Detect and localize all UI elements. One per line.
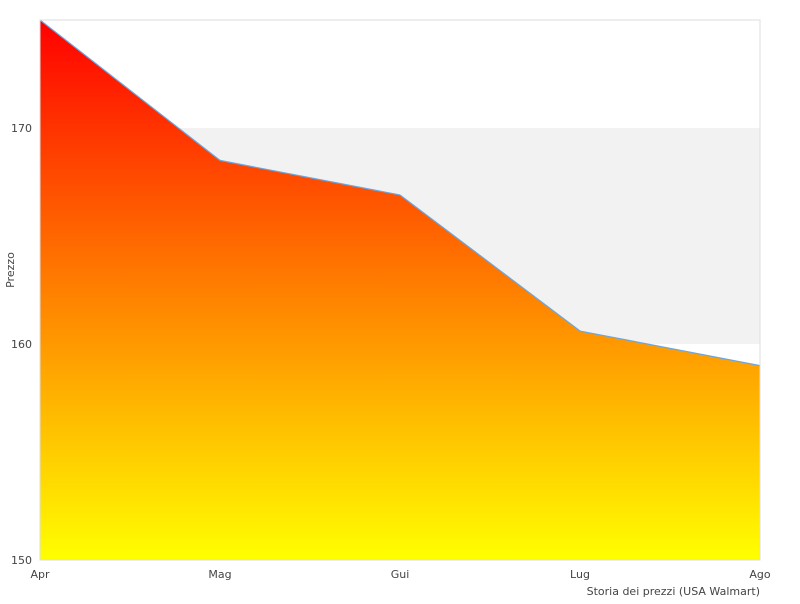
price-area: [40, 20, 760, 560]
chart-caption: Storia dei prezzi (USA Walmart): [587, 585, 760, 598]
plot-frame: [39, 19, 761, 561]
y-axis-title: Prezzo: [4, 252, 17, 288]
x-tick-label: Lug: [570, 568, 590, 581]
y-tick-label: 160: [11, 338, 32, 351]
y-tick-label: 170: [11, 122, 32, 135]
x-tick-label: Mag: [208, 568, 231, 581]
y-axis-ticks: 150 160 170: [11, 122, 32, 567]
price-line-segment: [39, 19, 221, 161]
x-tick-label: Apr: [30, 568, 50, 581]
x-tick-label: Ago: [749, 568, 771, 581]
price-line-segment: [399, 194, 581, 332]
price-line-segment: [219, 159, 401, 196]
price-line-segment: [579, 330, 761, 367]
y-tick-label: 150: [11, 554, 32, 567]
x-axis-ticks: Apr Mag Gui Lug Ago: [30, 568, 770, 581]
x-tick-label: Gui: [391, 568, 410, 581]
